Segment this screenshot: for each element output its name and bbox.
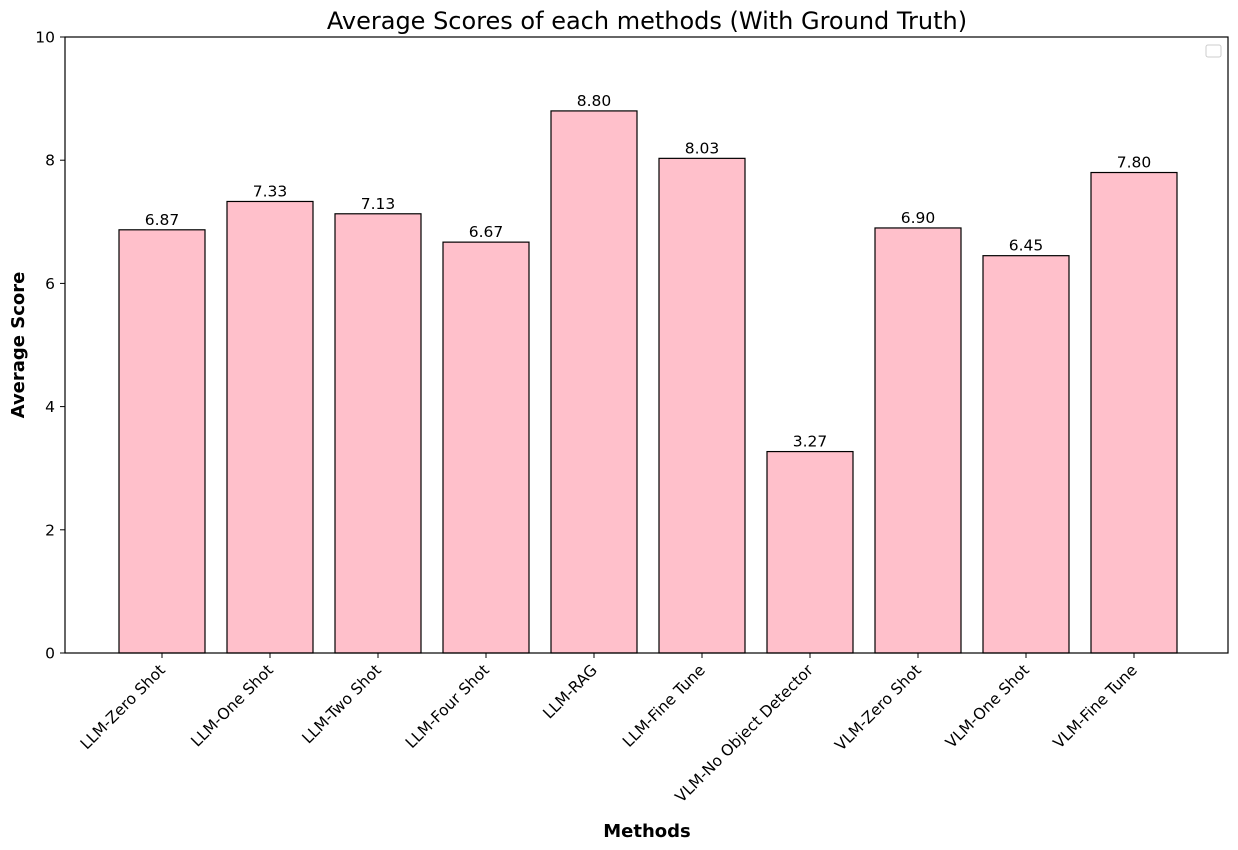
- x-tick-label: LLM-Zero Shot: [77, 661, 169, 753]
- bar-value-label: 3.27: [793, 433, 828, 451]
- bar-value-label: 8.03: [685, 139, 720, 157]
- bars-group: [118, 110, 1178, 654]
- bar: [1090, 171, 1178, 654]
- legend-box: [1205, 44, 1222, 58]
- bar-value-label: 6.90: [901, 209, 936, 227]
- bar: [982, 255, 1070, 654]
- x-tick-label: LLM-Four Shot: [402, 661, 493, 752]
- y-tick-label: 4: [45, 398, 55, 416]
- value-labels-group: 6.87 7.33 7.13 6.67 8.80 8.03 3.27 6.90 6.45 7.80: [145, 92, 1152, 451]
- bar: [658, 157, 746, 654]
- y-tick-label: 6: [45, 275, 55, 293]
- chart-title: Average Scores of each methods (With Gro…: [327, 7, 967, 35]
- y-axis: 0 2 4 6 8 10: [35, 29, 65, 663]
- bar-value-label: 7.80: [1117, 154, 1152, 172]
- plot-frame: [64, 36, 1229, 654]
- y-tick-label: 0: [45, 645, 55, 663]
- bar: [118, 229, 206, 654]
- y-tick-label: 10: [35, 29, 55, 47]
- bar-value-label: 6.45: [1009, 237, 1044, 255]
- bar: [550, 110, 638, 654]
- bar: [874, 227, 962, 654]
- x-tick-label: LLM-Two Shot: [299, 661, 385, 747]
- bar-value-label: 6.87: [145, 211, 180, 229]
- x-tick-label: LLM-One Shot: [187, 661, 276, 750]
- bar-value-label: 7.13: [361, 195, 396, 213]
- y-tick-label: 2: [45, 521, 55, 539]
- x-tick-label: LLM-Fine Tune: [619, 661, 709, 751]
- x-axis-label: Methods: [603, 821, 691, 842]
- bar: [334, 213, 422, 654]
- bar-value-label: 8.80: [577, 92, 612, 110]
- x-tick-label: VLM-Zero Shot: [831, 661, 924, 754]
- bar: [226, 200, 314, 654]
- bar: [442, 241, 530, 654]
- bar-value-label: 6.67: [469, 223, 504, 241]
- x-tick-label: LLM-RAG: [539, 661, 600, 722]
- bar-value-label: 7.33: [253, 182, 288, 200]
- x-tick-label: VLM-One Shot: [942, 661, 1033, 752]
- y-tick-label: 8: [45, 152, 55, 170]
- x-axis: LLM-Zero Shot LLM-One Shot LLM-Two Shot LLM…: [77, 653, 1141, 806]
- x-tick-label: VLM-Fine Tune: [1050, 661, 1141, 752]
- y-axis-label: Average Score: [8, 272, 29, 419]
- bar: [766, 450, 854, 654]
